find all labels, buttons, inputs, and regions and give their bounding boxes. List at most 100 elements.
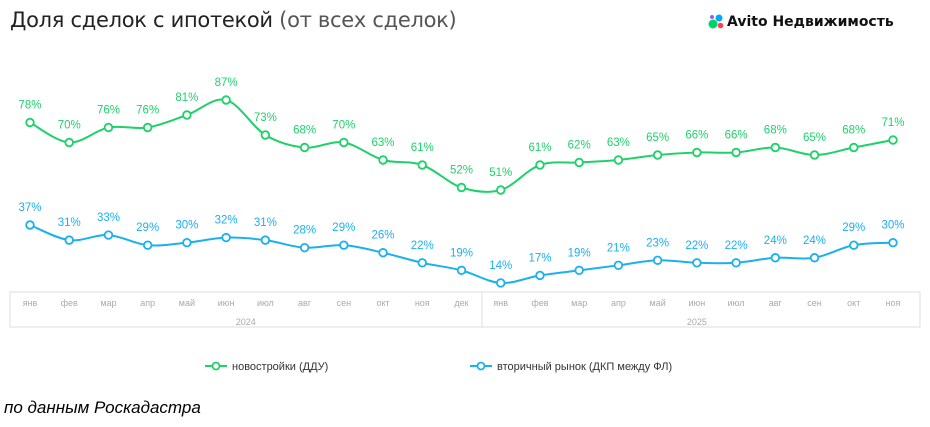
- x-tick-label: дек: [454, 298, 468, 308]
- x-tick-label: ноя: [886, 298, 901, 308]
- logo-text: Avito Недвижимость: [727, 14, 894, 30]
- data-label: 63%: [372, 137, 395, 149]
- year-label: 2025: [687, 317, 707, 327]
- data-label: 62%: [568, 140, 591, 152]
- legend-marker: [476, 361, 486, 371]
- data-label: 19%: [568, 247, 591, 259]
- data-label: 22%: [411, 240, 434, 252]
- data-label: 73%: [254, 112, 277, 124]
- avito-dots-icon: [708, 14, 724, 29]
- x-tick-label: янв: [23, 298, 38, 308]
- data-point: [339, 240, 349, 250]
- data-point: [299, 242, 310, 253]
- data-label: 29%: [136, 222, 159, 234]
- x-tick-label: янв: [493, 298, 508, 308]
- x-tick-label: мар: [571, 298, 587, 308]
- data-point: [25, 117, 35, 128]
- data-point: [652, 150, 663, 160]
- data-label: 22%: [725, 240, 748, 252]
- data-label: 63%: [607, 137, 630, 149]
- data-label: 68%: [293, 125, 316, 137]
- x-tick-label: сен: [337, 298, 352, 308]
- data-point: [64, 137, 74, 148]
- data-point: [221, 95, 231, 105]
- data-point: [770, 142, 781, 153]
- x-tick-label: апр: [140, 298, 155, 308]
- data-label: 78%: [18, 100, 41, 112]
- data-label: 23%: [646, 237, 669, 249]
- data-point: [339, 137, 349, 148]
- data-label: 51%: [489, 167, 512, 179]
- data-label: 52%: [450, 165, 473, 177]
- data-label: 81%: [175, 92, 198, 104]
- data-label: 68%: [842, 125, 865, 137]
- data-label: 24%: [803, 235, 826, 247]
- source-note: по данным Роскадастра: [4, 398, 201, 417]
- data-point: [574, 265, 584, 276]
- data-label: 76%: [136, 105, 159, 117]
- chart-title: Доля сделок с ипотекой (от всех сделок): [10, 8, 457, 32]
- data-label: 14%: [489, 260, 512, 272]
- data-label: 37%: [18, 202, 41, 214]
- data-label: 66%: [685, 130, 708, 142]
- x-tick-label: окт: [376, 298, 389, 308]
- series-line-0: [29, 98, 894, 193]
- data-point: [260, 235, 271, 245]
- x-tick-label: фев: [61, 298, 78, 308]
- x-tick-label: июн: [688, 298, 705, 308]
- data-point: [692, 147, 702, 158]
- data-point: [417, 258, 427, 268]
- data-point: [574, 157, 584, 168]
- x-tick-label: авг: [298, 298, 312, 308]
- data-label: 30%: [881, 220, 904, 232]
- data-label: 66%: [725, 130, 748, 142]
- data-point: [103, 122, 114, 133]
- data-label: 29%: [842, 222, 865, 234]
- data-label: 21%: [607, 242, 630, 254]
- data-label: 61%: [411, 142, 434, 154]
- x-tick-label: май: [179, 298, 195, 308]
- data-label: 70%: [58, 120, 81, 132]
- data-point: [299, 142, 310, 153]
- data-label: 26%: [372, 230, 395, 242]
- data-label: 87%: [215, 77, 238, 89]
- data-label: 31%: [254, 217, 277, 229]
- x-tick-label: июл: [728, 298, 745, 308]
- data-point: [496, 278, 506, 288]
- data-point: [456, 182, 467, 193]
- data-point: [378, 155, 388, 165]
- data-point: [182, 110, 192, 120]
- legend-marker: [211, 361, 221, 371]
- avito-logo: Avito Недвижимость: [708, 14, 894, 30]
- data-label: 70%: [332, 120, 355, 132]
- title-main: Доля сделок с ипотекой: [10, 8, 273, 32]
- data-label: 22%: [685, 240, 708, 252]
- data-point: [888, 135, 898, 145]
- data-point: [142, 240, 153, 250]
- title-sub: (от всех сделок): [279, 8, 457, 32]
- data-label: 76%: [97, 105, 120, 117]
- data-label: 61%: [528, 142, 551, 154]
- data-point: [849, 240, 859, 250]
- x-tick-label: апр: [611, 298, 626, 308]
- data-label: 28%: [293, 225, 316, 237]
- data-point: [731, 258, 741, 268]
- data-point: [888, 237, 898, 248]
- data-point: [692, 258, 702, 268]
- data-label: 68%: [764, 125, 787, 137]
- data-label: 17%: [528, 252, 551, 264]
- data-label: 30%: [175, 220, 198, 232]
- data-point: [849, 142, 859, 153]
- data-point: [809, 253, 820, 263]
- x-tick-label: июн: [218, 298, 235, 308]
- data-point: [613, 155, 624, 165]
- data-label: 33%: [97, 212, 120, 224]
- data-point: [731, 147, 741, 158]
- data-point: [496, 185, 506, 195]
- data-label: 29%: [332, 222, 355, 234]
- data-point: [652, 255, 663, 265]
- data-point: [25, 220, 35, 230]
- data-point: [613, 260, 624, 271]
- data-point: [260, 130, 271, 140]
